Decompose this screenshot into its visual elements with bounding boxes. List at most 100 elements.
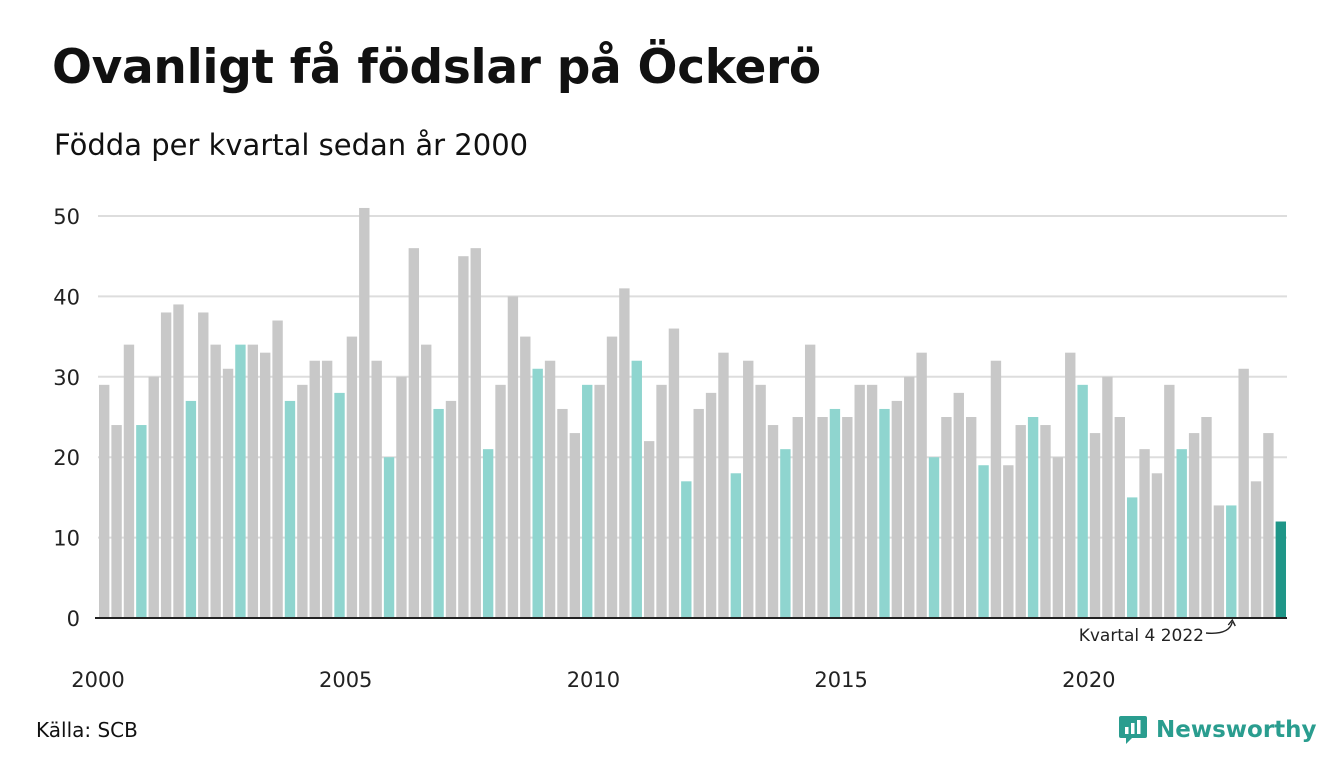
brand-logo: Newsworthy	[1118, 714, 1317, 746]
bar	[693, 408, 704, 618]
bar	[606, 336, 618, 618]
bar	[916, 352, 927, 618]
x-tick-label: 2020	[1062, 668, 1115, 692]
bar	[668, 328, 680, 618]
bar	[594, 384, 605, 618]
bar	[445, 400, 457, 618]
bar	[866, 384, 878, 618]
bar	[383, 457, 395, 618]
bar	[1201, 417, 1212, 618]
bar	[247, 344, 259, 618]
bar	[656, 384, 667, 618]
bar	[1226, 505, 1237, 618]
bar	[755, 384, 766, 618]
bar	[842, 417, 853, 618]
bar	[433, 408, 444, 618]
bar	[371, 360, 382, 618]
bar	[767, 425, 779, 618]
bar	[1213, 505, 1225, 618]
bar	[136, 425, 147, 618]
bar	[408, 248, 420, 618]
bar	[1102, 376, 1113, 618]
bar	[1015, 425, 1026, 618]
y-tick-label: 30	[53, 366, 80, 390]
bar	[470, 248, 481, 618]
bar	[792, 417, 803, 618]
bar	[544, 360, 556, 618]
bar	[210, 344, 221, 618]
bar	[817, 417, 828, 618]
bar	[421, 344, 432, 618]
bar	[928, 457, 940, 618]
bar	[507, 296, 519, 618]
bar	[854, 384, 865, 618]
bar	[965, 417, 977, 618]
bar	[160, 312, 172, 618]
bar	[891, 400, 903, 618]
bar	[173, 304, 184, 618]
annotation-arrow	[1205, 621, 1233, 634]
bar	[359, 207, 370, 618]
bar	[396, 376, 407, 618]
bar	[631, 360, 642, 618]
bar	[148, 376, 159, 618]
annotation-label: Kvartal 4 2022	[1079, 626, 1204, 646]
bar	[1089, 433, 1101, 618]
bar	[730, 473, 742, 618]
bar	[705, 392, 717, 618]
bar	[953, 392, 964, 618]
bar	[222, 368, 234, 618]
bar	[321, 360, 333, 618]
bar	[780, 449, 791, 618]
bar	[990, 360, 1002, 618]
bar	[520, 336, 531, 618]
y-tick-label: 50	[53, 205, 80, 229]
bar	[1052, 457, 1064, 618]
brand-name: Newsworthy	[1156, 717, 1317, 743]
bar	[309, 360, 320, 618]
bar	[1040, 425, 1051, 618]
bar	[643, 441, 655, 618]
chart-title: Ovanligt få födslar på Öckerö	[52, 40, 821, 95]
bar	[532, 368, 543, 618]
y-tick-label: 0	[67, 607, 80, 631]
bar	[272, 320, 283, 618]
bar	[1114, 417, 1125, 618]
bar	[1151, 473, 1163, 618]
bar	[829, 408, 841, 618]
bar	[458, 256, 469, 618]
annotation-arrowhead	[1227, 618, 1236, 627]
y-tick-label: 40	[53, 285, 80, 309]
bar	[1065, 352, 1076, 618]
bar	[681, 481, 692, 618]
bar	[334, 392, 345, 618]
bar	[111, 425, 122, 618]
bar	[904, 376, 915, 618]
bar	[804, 344, 816, 618]
bar	[941, 417, 952, 618]
bar	[198, 312, 209, 618]
bar	[1238, 368, 1249, 618]
bar	[1164, 384, 1175, 618]
y-tick-label: 10	[53, 527, 80, 551]
bar	[260, 352, 271, 618]
bar	[346, 336, 358, 618]
source-note: Källa: SCB	[36, 718, 138, 742]
bar	[1275, 521, 1286, 618]
bar	[1250, 481, 1262, 618]
y-tick-label: 20	[53, 446, 80, 470]
bar	[1263, 433, 1274, 618]
bar	[297, 384, 308, 618]
bar	[495, 384, 506, 618]
bar	[619, 288, 630, 618]
x-tick-label: 2000	[71, 668, 124, 692]
x-tick-label: 2005	[319, 668, 372, 692]
bar	[99, 384, 110, 618]
bar	[235, 344, 246, 618]
x-tick-label: 2015	[814, 668, 867, 692]
bar	[1126, 497, 1138, 618]
bar	[582, 384, 593, 618]
bar	[185, 400, 197, 618]
bar	[557, 408, 568, 618]
